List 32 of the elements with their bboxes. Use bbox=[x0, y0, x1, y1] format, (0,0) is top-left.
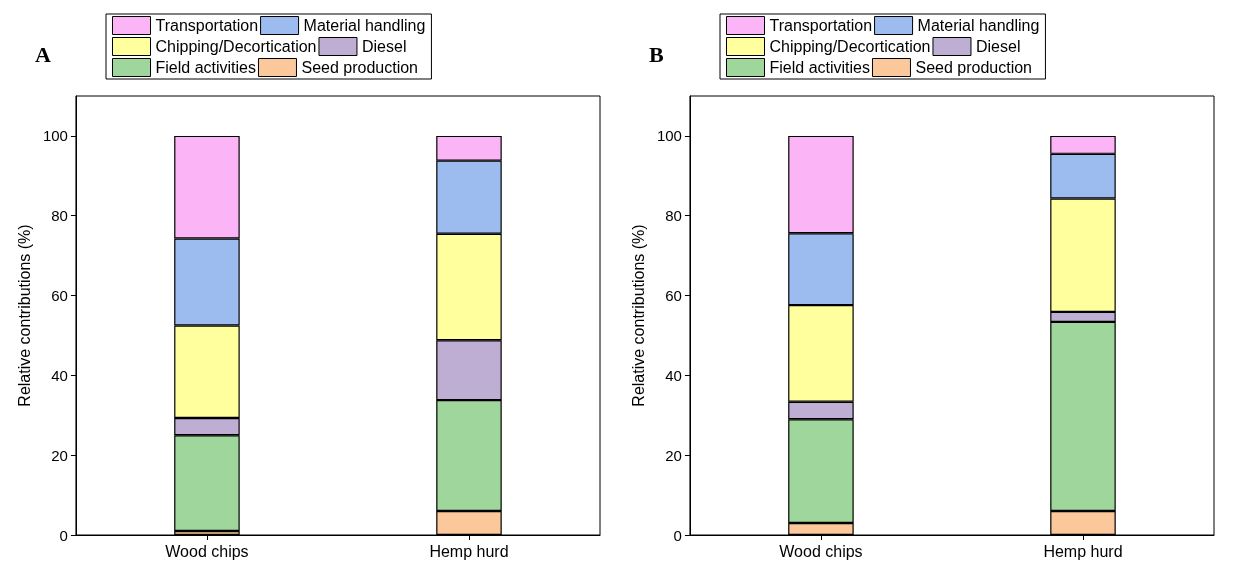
y-tick-label: 60 bbox=[51, 287, 68, 305]
chart-title: A bbox=[35, 41, 51, 67]
x-tick-label: Wood chips bbox=[165, 542, 249, 560]
legend-label: Diesel bbox=[975, 38, 1021, 55]
legend-label: Material handling bbox=[917, 17, 1040, 34]
legend-label: Chipping/Decortication bbox=[155, 38, 317, 55]
y-tick-label: 60 bbox=[665, 287, 682, 305]
x-tick-label: Hemp hurd bbox=[1043, 542, 1123, 560]
legend-label: Chipping/Decortication bbox=[769, 38, 931, 55]
y-tick-label: 40 bbox=[665, 366, 682, 384]
y-tick-label: 0 bbox=[673, 526, 682, 544]
legend-label: Transportation bbox=[155, 17, 259, 34]
legend-label: Field activities bbox=[769, 59, 870, 76]
legend-label: Diesel bbox=[361, 38, 407, 55]
y-axis-title: Relative contributions (%) bbox=[15, 224, 33, 407]
y-tick-label: 100 bbox=[42, 127, 68, 145]
y-tick-label: 80 bbox=[665, 207, 682, 225]
legend-label: Transportation bbox=[769, 17, 873, 34]
y-tick-label: 20 bbox=[665, 446, 682, 464]
x-tick-label: Hemp hurd bbox=[429, 542, 509, 560]
y-tick-label: 0 bbox=[59, 526, 68, 544]
legend-label: Seed production bbox=[915, 59, 1033, 76]
legend-label: Material handling bbox=[303, 17, 426, 34]
y-tick-label: 100 bbox=[656, 127, 682, 145]
y-tick-label: 80 bbox=[51, 207, 68, 225]
legend-label: Field activities bbox=[155, 59, 256, 76]
chart-title: B bbox=[649, 41, 664, 67]
y-tick-label: 40 bbox=[51, 366, 68, 384]
y-axis-title: Relative contributions (%) bbox=[629, 224, 647, 407]
y-tick-label: 20 bbox=[51, 446, 68, 464]
x-tick-label: Wood chips bbox=[779, 542, 863, 560]
legend-label: Seed production bbox=[301, 59, 419, 76]
